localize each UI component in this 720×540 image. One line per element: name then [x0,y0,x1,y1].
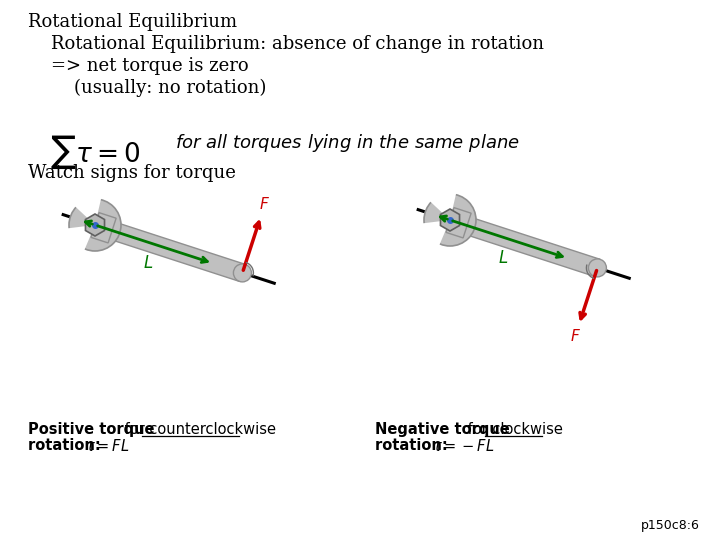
Polygon shape [446,208,471,238]
Wedge shape [420,220,450,248]
Text: Positive torque: Positive torque [28,422,155,437]
Text: $\tau = F L$: $\tau = F L$ [85,438,130,454]
Polygon shape [91,213,116,243]
Text: rotation:: rotation: [375,438,453,453]
Text: for clockwise: for clockwise [463,422,563,437]
Text: $\tau = - F L$: $\tau = - F L$ [432,438,495,454]
Circle shape [424,194,476,246]
Polygon shape [447,212,600,276]
Circle shape [69,199,121,251]
Text: $F$: $F$ [570,328,580,345]
Text: p150c8:6: p150c8:6 [641,519,700,532]
Text: rotation:: rotation: [28,438,106,453]
Text: $L$: $L$ [498,249,508,267]
Text: Rotational Equilibrium: absence of change in rotation: Rotational Equilibrium: absence of chang… [28,35,544,53]
Text: Watch signs for torque: Watch signs for torque [28,164,236,182]
Polygon shape [92,217,246,281]
Text: $\sum \tau = 0$: $\sum \tau = 0$ [50,134,140,171]
Text: $\mathit{for\ all\ torques\ lying\ in\ the\ same\ plane}$: $\mathit{for\ all\ torques\ lying\ in\ t… [175,132,520,154]
Polygon shape [441,209,459,231]
Wedge shape [66,225,95,253]
Circle shape [233,264,251,282]
Text: (usually: no rotation): (usually: no rotation) [28,79,266,97]
Polygon shape [86,214,104,236]
Text: $L$: $L$ [143,254,153,272]
Text: $F$: $F$ [259,197,270,212]
Text: => net torque is zero: => net torque is zero [28,57,248,75]
Wedge shape [73,195,102,225]
Text: Negative torque: Negative torque [375,422,510,437]
Text: for counterclockwise: for counterclockwise [120,422,276,437]
Circle shape [588,259,606,277]
Wedge shape [428,190,456,220]
Text: Rotational Equilibrium: Rotational Equilibrium [28,13,237,31]
